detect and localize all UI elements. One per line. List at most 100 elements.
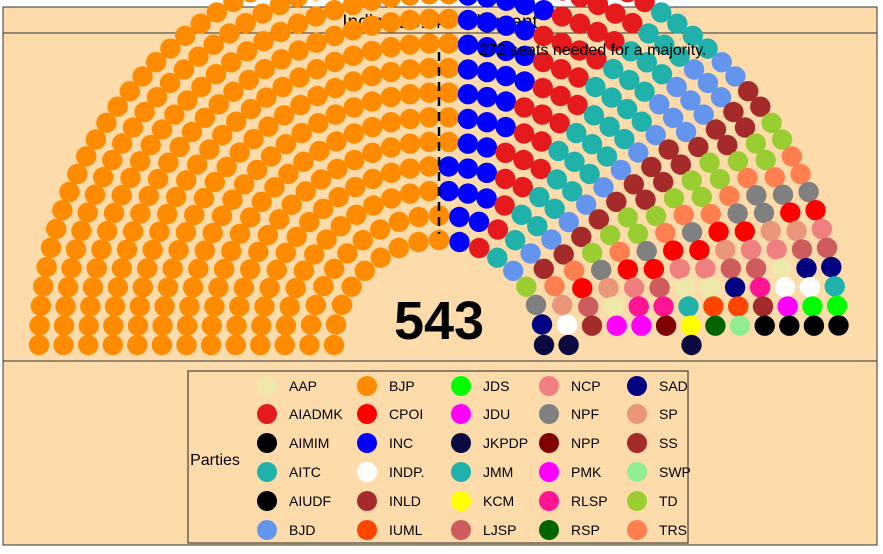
legend-label-inld: INLD — [389, 493, 421, 509]
seat-aitc — [636, 52, 657, 73]
seat-bjp — [216, 156, 237, 178]
seat-bjp — [154, 296, 175, 317]
seat-ljsp — [791, 239, 813, 260]
seat-inc — [476, 188, 497, 209]
seat-bjp — [219, 23, 240, 44]
seat-bjp — [343, 97, 364, 118]
seat-iuml — [703, 296, 724, 317]
seat-bjd — [610, 159, 632, 181]
seat-inc — [457, 9, 479, 31]
seat-aiadmk — [533, 51, 554, 73]
legend-swatch-ljsp — [451, 520, 471, 540]
seat-bjp — [313, 276, 334, 297]
seat-ss — [688, 136, 709, 158]
seat-inc — [457, 133, 479, 154]
seat-bjp — [221, 240, 242, 262]
seat-cpoi — [643, 258, 665, 280]
seat-inc — [476, 37, 498, 58]
seat-bjp — [130, 203, 151, 224]
seat-aiadmk — [586, 49, 607, 70]
seat-ss — [750, 96, 771, 117]
seat-bjp — [316, 229, 337, 250]
seat-bjp — [102, 334, 124, 356]
seat-bjp — [71, 220, 92, 241]
seat-inc — [477, 0, 498, 8]
seat-bjp — [212, 124, 233, 146]
seat-aitc — [544, 198, 565, 219]
seat-bjp — [132, 66, 153, 87]
seat-bjp — [256, 87, 277, 108]
seat-bjp — [177, 315, 198, 336]
seat-bjp — [300, 314, 322, 335]
seat-indp — [774, 277, 796, 298]
seat-aiadmk — [495, 168, 516, 190]
seat-bjp — [343, 123, 365, 144]
seat-bjp — [78, 334, 99, 356]
seat-td — [681, 170, 702, 191]
seat-dots — [28, 0, 849, 356]
seat-cpoi — [708, 221, 729, 242]
legend-label-npf: NPF — [571, 406, 599, 422]
seat-bjp — [325, 314, 347, 335]
seat-bjp — [428, 205, 450, 226]
seat-inc — [514, 20, 536, 41]
seat-aitc — [511, 204, 532, 225]
legend-swatch-jds — [451, 376, 471, 396]
seat-inc — [495, 91, 517, 112]
total-seats-label: 543 — [394, 291, 484, 351]
seat-bjp — [120, 167, 141, 189]
seat-sad — [821, 256, 842, 278]
legend-swatch-jkpdp — [451, 433, 471, 453]
seat-bjp — [223, 0, 244, 13]
legend-label-pmk: PMK — [571, 464, 602, 480]
seat-bjp — [408, 206, 429, 228]
seat-sp — [598, 277, 619, 299]
seat-bjp — [152, 315, 173, 336]
seat-bjp — [331, 294, 353, 315]
seat-bjp — [240, 207, 261, 228]
seat-ncp — [811, 218, 832, 240]
seat-bjp — [243, 128, 264, 150]
seat-bjp — [222, 189, 243, 210]
seat-bjp — [176, 170, 197, 191]
legend-label-aap: AAP — [289, 378, 317, 394]
seat-bjp — [287, 0, 308, 8]
seat-bjp — [182, 277, 204, 298]
seat-bjp — [323, 334, 345, 356]
seat-npf — [727, 203, 748, 224]
seat-ljsp — [745, 258, 767, 279]
seat-bjp — [194, 107, 216, 128]
seat-bjp — [306, 58, 328, 80]
seat-bjp — [158, 152, 179, 173]
seat-bjp — [202, 222, 223, 244]
seat-bjp — [380, 0, 401, 8]
seat-npf — [753, 202, 775, 224]
seat-bjd — [666, 76, 687, 98]
seat-bjp — [157, 277, 179, 298]
seat-bjp — [305, 294, 326, 316]
seat-bjp — [137, 258, 158, 279]
seat-cpoi — [805, 200, 826, 221]
seat-bjp — [324, 25, 345, 47]
seat-trs — [544, 276, 565, 297]
legend-swatch-bjd — [257, 520, 277, 540]
seat-bjp — [175, 25, 196, 46]
seat-bjp — [127, 334, 148, 356]
seat-trs — [781, 146, 802, 167]
seat-npf — [772, 184, 794, 205]
seat-ss — [588, 209, 609, 230]
seat-bjp — [236, 41, 258, 62]
seat-ss — [658, 139, 679, 160]
legend-swatch-inld — [357, 491, 377, 511]
seat-aiadmk — [551, 32, 572, 53]
seat-bjp — [341, 276, 362, 297]
seat-bjp — [264, 177, 285, 198]
seat-bjp — [299, 334, 320, 356]
seat-bjp — [233, 277, 255, 298]
legend-swatch-indp — [357, 462, 377, 482]
seat-bjp — [203, 34, 224, 55]
seat-inc — [476, 112, 498, 133]
seat-bjp — [103, 315, 124, 336]
seat-td — [599, 224, 621, 246]
legend-swatch-bjp — [357, 376, 377, 396]
